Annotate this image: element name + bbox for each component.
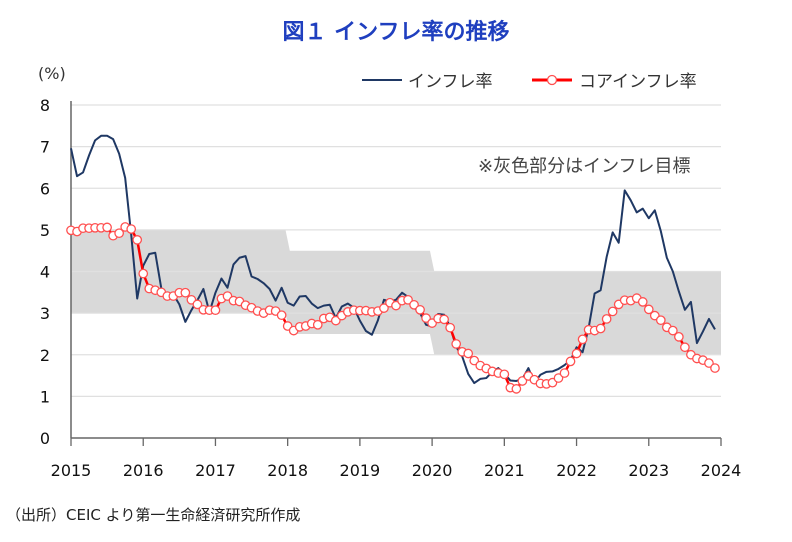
source-note: （出所）CEIC より第一生命経済研究所作成 bbox=[6, 506, 301, 524]
core-inflation-point bbox=[680, 342, 690, 353]
core-inflation-point bbox=[451, 339, 462, 349]
core-inflation-point bbox=[499, 369, 510, 380]
core-inflation-point bbox=[409, 299, 419, 310]
core-inflation-point bbox=[114, 228, 124, 239]
x-tick-label: 2020 bbox=[412, 461, 453, 480]
x-tick-label: 2019 bbox=[340, 461, 381, 480]
core-inflation-point bbox=[312, 319, 323, 330]
core-inflation-point bbox=[511, 384, 522, 394]
core-inflation-point bbox=[439, 314, 449, 325]
core-inflation-point bbox=[668, 325, 678, 336]
x-tick-label: 2016 bbox=[123, 461, 164, 480]
core-inflation-point bbox=[276, 310, 287, 321]
y-tick-label: 4 bbox=[40, 263, 50, 282]
core-inflation-point bbox=[595, 323, 606, 334]
core-inflation-point bbox=[553, 373, 564, 383]
core-inflation-point bbox=[421, 313, 431, 323]
core-inflation-point bbox=[403, 294, 413, 305]
y-tick-label: 6 bbox=[40, 179, 50, 198]
legend-core-marker bbox=[546, 74, 558, 86]
core-inflation-point bbox=[463, 348, 474, 359]
y-axis-label: (%) bbox=[38, 64, 66, 83]
x-tick-label: 2015 bbox=[51, 461, 92, 480]
chart-title: 図１ インフレ率の推移 bbox=[282, 20, 510, 45]
core-inflation-point bbox=[132, 235, 143, 245]
x-tick-label: 2017 bbox=[195, 461, 236, 480]
core-inflation-point bbox=[180, 287, 191, 298]
core-inflation-point bbox=[391, 300, 401, 311]
y-tick-label: 2 bbox=[40, 346, 50, 365]
core-inflation-point bbox=[607, 306, 618, 317]
core-inflation-point bbox=[469, 355, 480, 366]
legend-core-label: コアインフレ率 bbox=[579, 72, 697, 92]
core-inflation-point bbox=[415, 304, 425, 315]
x-tick-label: 2021 bbox=[484, 461, 525, 480]
core-inflation-point bbox=[192, 299, 203, 310]
core-inflation-point bbox=[643, 304, 654, 315]
core-inflation-point bbox=[565, 356, 576, 367]
core-inflation-point bbox=[210, 305, 221, 316]
legend-headline-label: インフレ率 bbox=[408, 72, 493, 92]
y-tick-label: 3 bbox=[40, 304, 50, 323]
core-inflation-point bbox=[445, 322, 456, 333]
core-inflation-point bbox=[559, 368, 570, 378]
y-tick-label: 8 bbox=[40, 96, 50, 115]
core-inflation-point bbox=[710, 363, 720, 373]
core-inflation-point bbox=[379, 303, 389, 313]
core-inflation-point bbox=[577, 334, 588, 345]
y-tick-label: 1 bbox=[40, 387, 50, 406]
core-inflation-point bbox=[126, 224, 137, 234]
core-inflation-point bbox=[517, 376, 528, 386]
y-tick-label: 7 bbox=[40, 138, 50, 157]
x-tick-label: 2023 bbox=[628, 461, 669, 480]
target-band-annotation: ※灰色部分はインフレ目標 bbox=[478, 156, 691, 177]
core-inflation-point bbox=[637, 297, 648, 307]
x-tick-label: 2022 bbox=[556, 461, 597, 480]
core-inflation-point bbox=[102, 222, 112, 233]
core-inflation-point bbox=[138, 268, 149, 279]
y-tick-label: 5 bbox=[40, 221, 50, 240]
core-inflation-point bbox=[571, 348, 582, 359]
core-inflation-point bbox=[601, 314, 612, 324]
core-inflation-point bbox=[655, 315, 666, 326]
y-tick-label: 0 bbox=[40, 429, 50, 448]
inflation-target-band bbox=[71, 229, 721, 355]
core-inflation-point bbox=[704, 358, 714, 368]
core-inflation-point bbox=[330, 315, 341, 326]
x-tick-label: 2024 bbox=[701, 461, 742, 480]
core-inflation-point bbox=[674, 332, 684, 342]
x-tick-label: 2018 bbox=[267, 461, 308, 480]
